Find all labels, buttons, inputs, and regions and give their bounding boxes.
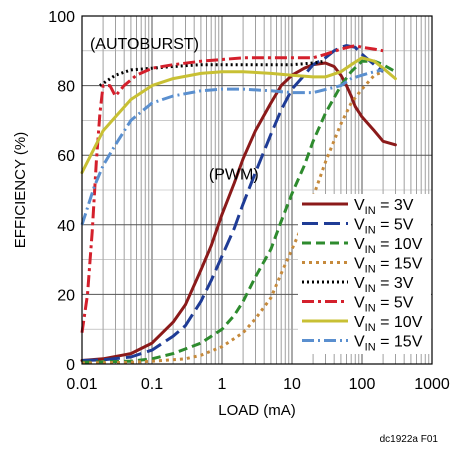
legend-label-8: VIN = 15V (354, 334, 423, 354)
x-tick-label: 0.1 (141, 376, 163, 393)
legend-label-4: VIN = 15V (354, 256, 423, 276)
plot-frame (81, 15, 433, 365)
legend-label-1: VIN = 3V (354, 197, 414, 217)
annotations: (AUTOBURST) (PWM) (90, 36, 259, 184)
series-line-7 (80, 56, 397, 175)
x-tick-label: 1 (218, 376, 227, 393)
y-tick-label: 20 (57, 287, 75, 304)
series-line-2 (81, 44, 385, 362)
annotation-1: (AUTOBURST) (90, 36, 199, 53)
y-axis-label: EFFICIENCY (%) (12, 132, 29, 248)
annotation-2: (PWM) (209, 167, 259, 184)
series-line-3 (81, 59, 397, 364)
series-line-5 (99, 59, 326, 87)
y-tick-label: 40 (57, 218, 75, 235)
legend-label-3: VIN = 10V (354, 236, 423, 256)
y-tick-label: 60 (57, 148, 75, 165)
series-line-6 (80, 44, 384, 333)
legend-label-7: VIN = 10V (354, 314, 423, 334)
legend-label-5: VIN = 3V (354, 275, 414, 295)
series-line-1 (80, 61, 397, 362)
series-lines (80, 44, 397, 365)
x-tick-label: 1000 (414, 376, 450, 393)
x-axis-label: LOAD (mA) (218, 402, 296, 419)
y-tick-label: 80 (57, 79, 75, 96)
y-tick-label: 0 (66, 357, 75, 374)
x-tick-label: 100 (349, 376, 376, 393)
legend-label-2: VIN = 5V (354, 217, 414, 237)
y-tick-label: 100 (48, 9, 75, 26)
series-line-8 (80, 68, 384, 226)
legend-label-6: VIN = 5V (354, 295, 414, 315)
figure-code: dc1922a F01 (380, 434, 439, 445)
tick-labels: 0.01 0.1 1 10 100 1000 0 20 40 60 80 100 (48, 9, 450, 393)
series-line-4 (81, 70, 384, 365)
x-tick-label: 0.01 (66, 376, 97, 393)
legend-background (298, 194, 431, 354)
x-tick-label: 10 (283, 376, 301, 393)
